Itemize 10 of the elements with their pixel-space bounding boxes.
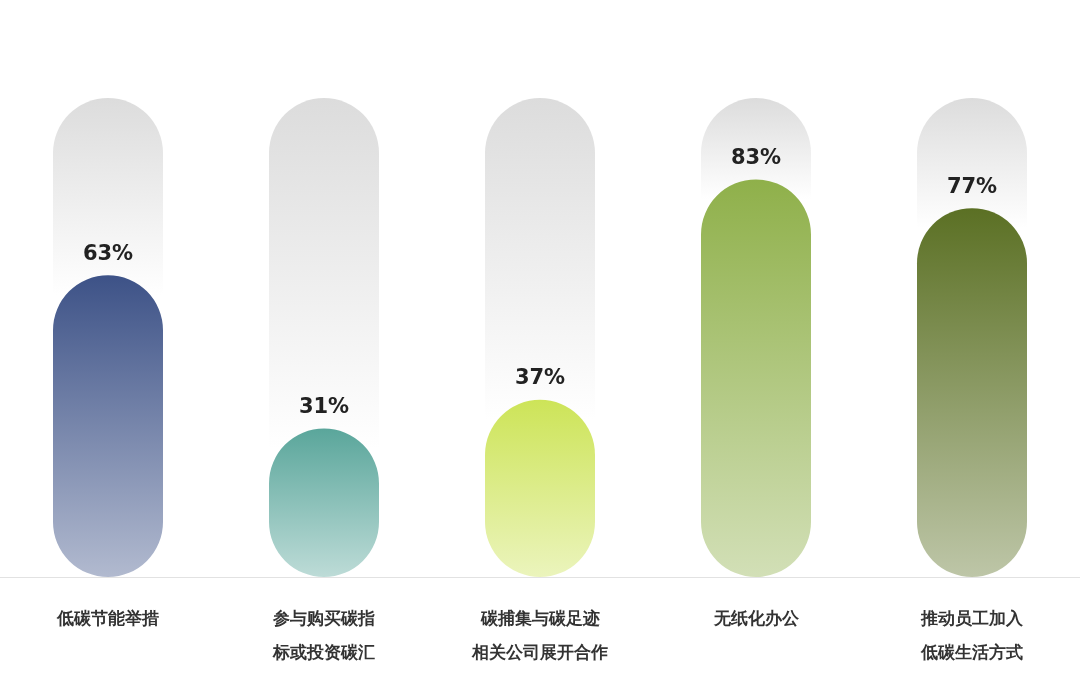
x-tick-label: 无纸化办公 <box>712 608 800 628</box>
data-label: 37% <box>514 365 566 390</box>
data-label: 63% <box>82 240 134 265</box>
x-tick-label: 低碳节能举措 <box>56 608 159 628</box>
x-tick-label: 碳捕集与碳足迹相关公司展开合作 <box>471 608 608 662</box>
x-tick-label: 推动员工加入低碳生活方式 <box>920 608 1024 662</box>
x-tick-label: 参与购买碳指标或投资碳汇 <box>272 608 375 662</box>
data-label: 31% <box>298 394 350 419</box>
data-label: 83% <box>730 144 782 169</box>
data-label: 77% <box>946 173 998 198</box>
